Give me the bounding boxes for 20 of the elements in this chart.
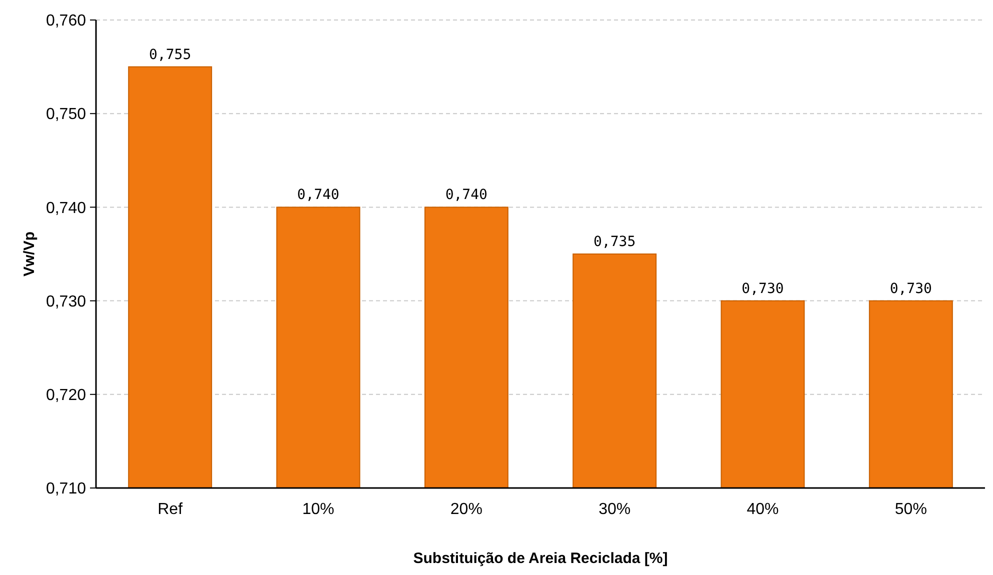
x-tick-label: 30% <box>598 501 631 518</box>
x-tick-label: 50% <box>894 501 927 518</box>
data-label: 0,730 <box>890 280 932 297</box>
x-tick-label: 20% <box>450 501 482 518</box>
data-label: 0,755 <box>149 46 192 63</box>
x-axis-title: Substituição de Areia Reciclada [%] <box>413 550 668 567</box>
y-tick-label: 0,740 <box>46 200 86 217</box>
y-tick-label: 0,720 <box>46 387 86 404</box>
data-label: 0,740 <box>297 187 340 204</box>
data-label: 0,730 <box>742 280 784 297</box>
x-tick-label: 10% <box>302 501 334 518</box>
x-tick-label: Ref <box>158 501 184 518</box>
y-tick-label: 0,750 <box>46 106 86 124</box>
x-tick-label: 40% <box>746 501 779 518</box>
y-tick-label: 0,710 <box>46 480 86 498</box>
y-axis-title: Vw/Vp <box>21 231 38 277</box>
data-label: 0,735 <box>594 234 636 250</box>
y-tick-label: 0,760 <box>46 12 86 30</box>
data-label: 0,740 <box>445 187 488 204</box>
y-tick-label: 0,730 <box>46 293 86 310</box>
